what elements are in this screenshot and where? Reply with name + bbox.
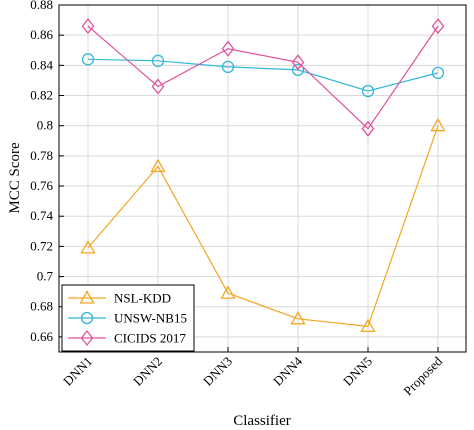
y-tick-label: 0.66 <box>30 329 53 344</box>
legend-marker-nsl-kdd <box>79 290 95 304</box>
plot-frame <box>58 4 467 353</box>
data-point-unsw-nb15 <box>221 60 235 74</box>
data-point-unsw-nb15 <box>361 84 375 98</box>
data-point-nsl-kdd <box>220 285 236 299</box>
data-point-unsw-nb15 <box>151 54 165 67</box>
legend: NSL-KDD UNSW-NB15 CICIDS 2017 <box>61 284 195 352</box>
data-point-unsw-nb15 <box>431 66 445 80</box>
legend-item-nsl-kdd: NSL-KDD <box>68 290 171 306</box>
series-line-nsl-kdd <box>87 125 439 327</box>
y-axis-title: MCC Score <box>7 142 23 214</box>
data-point-cicids-2017 <box>361 120 375 137</box>
y-tick-label: 0.68 <box>30 299 53 314</box>
y-tick-label: 0.72 <box>30 238 53 253</box>
data-point-unsw-nb15 <box>291 63 305 77</box>
y-tick-label: 0.78 <box>30 148 53 163</box>
data-point-nsl-kdd <box>430 117 446 132</box>
data-point-unsw-nb15 <box>81 53 95 66</box>
series-nsl-kdd <box>80 117 446 333</box>
data-point-cicids-2017 <box>431 18 445 35</box>
x-tick-label: Proposed <box>400 353 445 398</box>
series-line-unsw-nb15 <box>87 58 439 92</box>
data-point-cicids-2017 <box>151 78 165 95</box>
y-tick-label: 0.7 <box>37 269 54 284</box>
x-tick-label: DNN2 <box>130 354 165 389</box>
legend-marker-unsw-nb15 <box>80 311 94 325</box>
x-tick-label: DNN4 <box>270 353 305 388</box>
x-axis: DNN1 DNN2 DNN3 DNN4 DNN5 Proposed <box>60 347 445 398</box>
y-tick-label: 0.88 <box>30 0 53 12</box>
series-unsw-nb15 <box>81 53 445 98</box>
y-axis: 0.66 0.68 0.7 0.72 0.74 0.76 0.78 0.8 0.82 0.84 0.… <box>30 0 64 344</box>
x-tick-label: DNN5 <box>340 354 375 389</box>
x-axis-title: Classifier <box>233 413 291 429</box>
x-tick-label: DNN1 <box>60 354 95 389</box>
legend-label: UNSW-NB15 <box>114 311 187 326</box>
data-point-nsl-kdd <box>290 310 306 325</box>
data-point-cicids-2017 <box>81 18 95 35</box>
data-point-nsl-kdd <box>150 158 166 173</box>
data-point-cicids-2017 <box>221 40 235 57</box>
series-layer <box>80 18 446 333</box>
legend-item-unsw-nb15: UNSW-NB15 <box>68 311 187 326</box>
data-point-nsl-kdd <box>80 240 96 254</box>
series-line-cicids-2017 <box>87 25 439 130</box>
y-tick-label: 0.82 <box>30 88 53 103</box>
y-tick-label: 0.74 <box>30 208 53 223</box>
legend-label: NSL-KDD <box>114 291 171 306</box>
y-tick-label: 0.76 <box>30 178 53 193</box>
legend-label: CICIDS 2017 <box>114 331 186 346</box>
data-point-nsl-kdd <box>360 318 376 333</box>
legend-item-cicids-2017: CICIDS 2017 <box>68 329 186 347</box>
y-tick-label: 0.8 <box>37 118 53 133</box>
series-cicids-2017 <box>81 18 445 137</box>
y-tick-label: 0.86 <box>30 27 53 42</box>
y-tick-label: 0.84 <box>30 57 53 72</box>
x-tick-label: DNN3 <box>200 354 235 389</box>
data-point-cicids-2017 <box>291 54 305 71</box>
legend-marker-cicids-2017 <box>80 329 94 347</box>
